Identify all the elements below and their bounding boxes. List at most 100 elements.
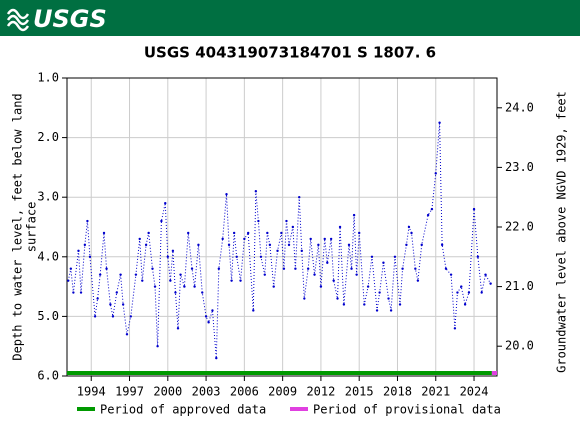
x-tick-label: 2021 bbox=[421, 385, 450, 399]
y-tick-label: 1.0 bbox=[37, 71, 59, 85]
data-point bbox=[77, 249, 80, 253]
data-point bbox=[252, 309, 255, 312]
data-point bbox=[193, 285, 196, 288]
y-tick-label: 4.0 bbox=[37, 249, 59, 263]
data-point bbox=[235, 255, 238, 258]
data-point bbox=[268, 243, 272, 247]
data-point bbox=[190, 267, 194, 270]
data-point bbox=[72, 291, 75, 294]
data-point bbox=[438, 121, 441, 124]
data-point bbox=[317, 243, 320, 247]
data-point bbox=[98, 273, 102, 276]
data-point bbox=[382, 261, 385, 264]
data-point bbox=[125, 333, 129, 336]
plot-frame bbox=[66, 77, 498, 377]
data-point bbox=[456, 291, 459, 294]
data-point bbox=[338, 225, 342, 229]
data-point bbox=[166, 255, 170, 258]
data-point bbox=[303, 297, 306, 300]
data-point bbox=[115, 291, 118, 294]
x-tick-label: 2015 bbox=[345, 385, 374, 399]
data-point bbox=[79, 291, 83, 294]
data-point bbox=[472, 207, 476, 211]
data-point bbox=[204, 315, 208, 318]
legend-label: Period of provisional data bbox=[313, 403, 501, 417]
data-point bbox=[285, 219, 288, 223]
data-point bbox=[153, 285, 157, 288]
data-point bbox=[434, 172, 437, 175]
data-point bbox=[187, 231, 190, 235]
data-point bbox=[336, 297, 339, 300]
data-point bbox=[366, 285, 370, 288]
data-point bbox=[276, 249, 279, 253]
data-point bbox=[347, 243, 351, 247]
data-point bbox=[300, 249, 303, 253]
x-tick-label: 2012 bbox=[306, 385, 335, 399]
data-point bbox=[254, 190, 258, 193]
y2-tick-label: 21.0 bbox=[505, 279, 534, 293]
data-point bbox=[257, 219, 260, 223]
data-point bbox=[313, 273, 316, 276]
data-point bbox=[306, 267, 310, 270]
data-point bbox=[460, 285, 463, 288]
data-point bbox=[363, 303, 366, 306]
data-point bbox=[480, 291, 483, 294]
data-point bbox=[414, 267, 417, 270]
data-point bbox=[221, 237, 224, 241]
x-tick-label: 1997 bbox=[115, 385, 144, 399]
y-tick-label: 6.0 bbox=[37, 369, 59, 383]
data-point bbox=[179, 273, 182, 276]
data-point bbox=[375, 309, 379, 312]
data-point bbox=[169, 279, 172, 282]
data-point bbox=[405, 243, 408, 247]
header-bar bbox=[0, 0, 580, 36]
data-point bbox=[211, 309, 214, 312]
data-point bbox=[393, 255, 397, 258]
data-point bbox=[109, 303, 112, 306]
data-point bbox=[129, 315, 132, 318]
y-tick-label: 2.0 bbox=[37, 130, 59, 144]
data-point bbox=[111, 315, 115, 318]
y-tick-label: 3.0 bbox=[37, 190, 59, 204]
data-point bbox=[138, 237, 141, 241]
data-point bbox=[387, 297, 390, 300]
data-point bbox=[183, 285, 186, 288]
x-tick-label: 2009 bbox=[268, 385, 297, 399]
data-point bbox=[176, 327, 180, 330]
data-point bbox=[96, 297, 99, 300]
y2-tick-label: 22.0 bbox=[505, 220, 534, 234]
x-tick-label: 2006 bbox=[230, 385, 259, 399]
logo-icon bbox=[6, 8, 30, 32]
data-point bbox=[243, 237, 246, 241]
data-point bbox=[121, 303, 125, 306]
data-point bbox=[352, 213, 356, 217]
data-point bbox=[156, 345, 159, 348]
legend-label: Period of approved data bbox=[100, 403, 266, 417]
data-point bbox=[197, 243, 200, 247]
data-point bbox=[453, 327, 457, 330]
data-point bbox=[259, 255, 263, 258]
data-point bbox=[342, 303, 346, 306]
data-point bbox=[329, 237, 333, 241]
data-point bbox=[291, 225, 295, 229]
data-point bbox=[355, 273, 358, 276]
data-point bbox=[171, 249, 175, 253]
x-tick-label: 1994 bbox=[77, 385, 106, 399]
logo-text: USGS bbox=[33, 5, 107, 33]
data-point bbox=[239, 279, 242, 282]
data-point bbox=[416, 279, 420, 282]
data-point bbox=[326, 261, 329, 264]
data-point bbox=[215, 356, 218, 360]
data-point bbox=[263, 273, 266, 276]
data-point bbox=[484, 273, 487, 276]
data-point bbox=[151, 267, 154, 270]
data-point bbox=[105, 267, 108, 270]
data-point bbox=[298, 196, 301, 199]
data-point bbox=[230, 279, 233, 282]
data-point bbox=[294, 267, 297, 270]
data-point bbox=[147, 231, 150, 235]
x-tick-label: 2018 bbox=[383, 385, 412, 399]
data-point bbox=[225, 193, 228, 196]
y-tick-label: 5.0 bbox=[37, 309, 59, 323]
